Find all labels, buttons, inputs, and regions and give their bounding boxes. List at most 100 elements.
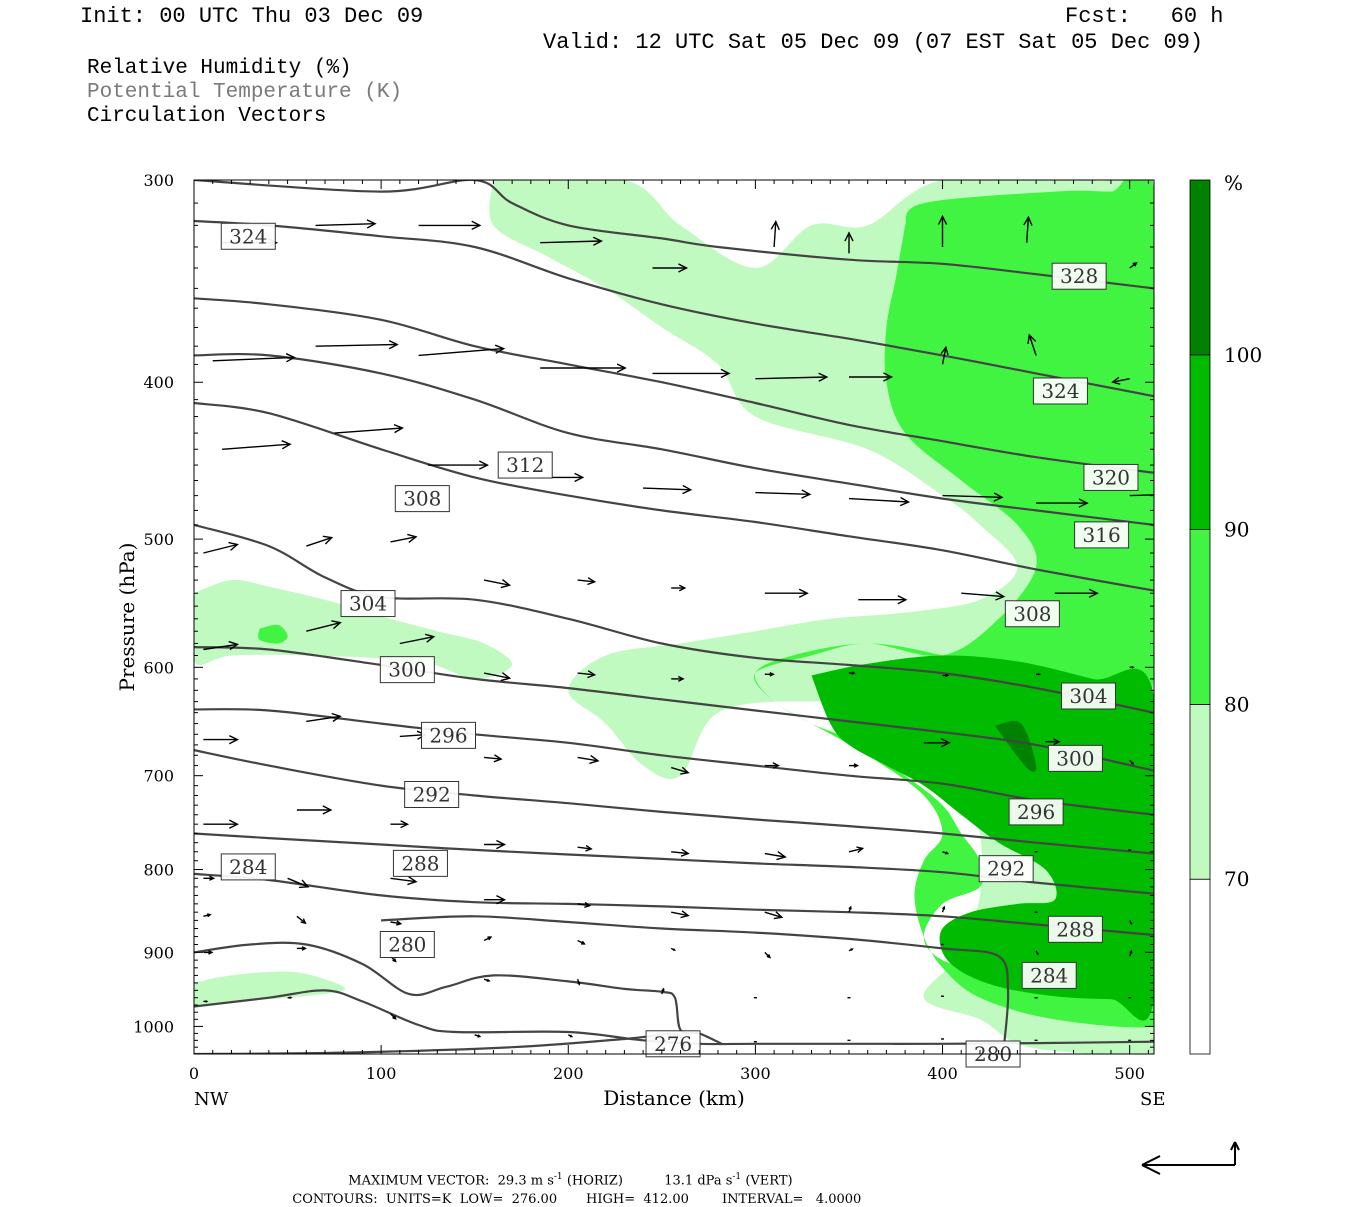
circulation-vector <box>390 1013 397 1020</box>
circulation-vector <box>577 939 586 945</box>
vector-head <box>228 541 239 551</box>
x-tick-label: 500 <box>1114 1064 1145 1083</box>
vector-head <box>1053 738 1061 746</box>
contour-label-312: 312 <box>497 451 553 479</box>
y-axis-title: Pressure (hPa) <box>115 543 139 692</box>
vector-head <box>208 949 214 955</box>
vector-head <box>769 671 775 677</box>
circulation-vector <box>577 844 593 852</box>
contour-label-text: 308 <box>403 487 441 511</box>
vector-head <box>300 918 307 925</box>
circulation-vector <box>1054 588 1099 598</box>
circulation-vector <box>212 353 296 363</box>
max-horiz-tag: (HORIZ) <box>566 1173 623 1189</box>
contour-label-text: 296 <box>1017 800 1055 824</box>
contour-label-text: 324 <box>1041 379 1079 403</box>
circulation-vector <box>484 754 503 763</box>
y-tick-label: 400 <box>143 373 174 392</box>
vector-head <box>1111 376 1121 385</box>
circulation-vector <box>671 675 685 682</box>
vector-shaft <box>390 921 401 925</box>
vector-shaft <box>483 672 510 679</box>
theta-contour-324 <box>194 180 1154 290</box>
contour-label-text: 304 <box>349 592 387 616</box>
circulation-vector <box>764 951 772 959</box>
vector-head <box>853 763 860 768</box>
contour-label-text: 280 <box>388 933 426 957</box>
vector-head <box>205 1000 209 1003</box>
circulation-vector <box>567 1034 574 1038</box>
theta-contour-304 <box>194 523 1154 714</box>
contour-label-box <box>1032 377 1088 405</box>
circulation-vector <box>671 910 690 919</box>
colorbar-label: 80 <box>1224 692 1249 716</box>
vector-head <box>400 820 410 829</box>
contour-label-text: 300 <box>1056 746 1094 770</box>
contour-label-text: 284 <box>1030 963 1068 987</box>
vector-head <box>587 670 597 679</box>
colorbar-label: 70 <box>1224 867 1249 891</box>
circulation-vector <box>755 372 829 382</box>
circulation-vector <box>661 987 665 995</box>
vector-head <box>331 712 342 723</box>
circulation-vector <box>577 577 597 586</box>
vector-shaft <box>577 846 592 850</box>
vector-shaft <box>848 497 909 503</box>
circulation-vector <box>1129 494 1154 497</box>
y-tick-label: 900 <box>143 943 174 962</box>
vector-head <box>766 954 772 959</box>
vector-shaft <box>1026 217 1030 243</box>
theta-contour-320 <box>194 219 1154 398</box>
contour-label-text: 324 <box>229 224 267 248</box>
circulation-vector <box>287 877 310 889</box>
circulation-vector <box>577 670 597 679</box>
vector-head <box>581 940 586 945</box>
circulation-vector <box>670 766 690 775</box>
contour-label-box <box>1083 463 1139 491</box>
colorbar-segment <box>1189 179 1211 356</box>
footer-max-vector: MAXIMUM VECTOR: 29.3 m s-1 (HORIZ) 13.1 … <box>340 1157 792 1189</box>
se-end-label: SE <box>1140 1089 1165 1110</box>
contour-label-box <box>978 855 1034 883</box>
rh-region-70 <box>194 971 346 1006</box>
vector-head <box>883 372 894 382</box>
theta-contour-292 <box>194 749 1154 855</box>
vector-head <box>366 219 377 229</box>
contour-label-text: 312 <box>506 453 544 477</box>
vector-head <box>680 910 690 919</box>
circulation-vector <box>671 584 687 592</box>
theta-contour-288 <box>194 832 1154 895</box>
vector-head <box>677 675 685 682</box>
vector-shaft <box>671 911 689 917</box>
circulation-vector <box>764 762 780 769</box>
vector-head <box>285 353 296 363</box>
vector-head <box>1130 761 1135 765</box>
contour-label-292: 292 <box>978 855 1034 883</box>
circulation-vector <box>576 978 581 986</box>
colorbar-segment <box>1189 704 1211 880</box>
circulation-vector <box>1036 498 1089 508</box>
vector-head <box>945 673 950 678</box>
vector-head <box>720 368 731 379</box>
vector-head <box>228 640 239 651</box>
vector-shaft <box>577 579 595 583</box>
vector-shaft <box>577 756 599 762</box>
vector-head <box>945 851 950 855</box>
circulation-vector <box>848 496 911 507</box>
vector-head <box>798 588 809 598</box>
max-vert-unit: dPa s <box>697 1173 733 1189</box>
vector-shaft <box>203 643 238 651</box>
circulation-vector <box>306 712 342 723</box>
contour-label-300: 300 <box>379 656 435 684</box>
max-vector-label: MAXIMUM VECTOR: <box>348 1173 490 1189</box>
circulation-vector <box>1129 261 1138 269</box>
circulation-vector <box>577 754 600 765</box>
circulation-vector <box>670 947 677 951</box>
contour-label-box <box>1047 744 1103 772</box>
contour-label-304: 304 <box>1061 682 1117 710</box>
contour-label-box <box>379 931 435 959</box>
circulation-vector <box>764 671 775 677</box>
vector-shaft <box>390 536 417 543</box>
y-tick-label: 600 <box>143 658 174 677</box>
circulation-vector <box>483 579 512 589</box>
